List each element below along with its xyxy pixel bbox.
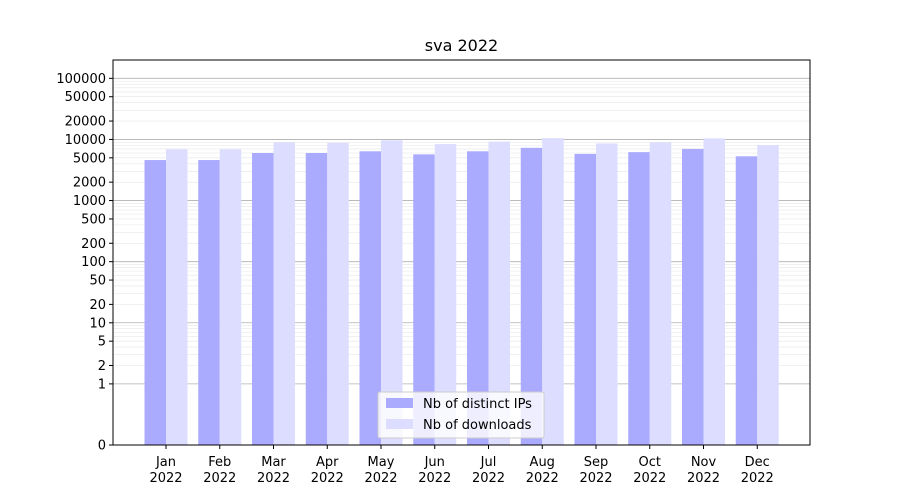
x-tick-label-year: 2022 — [149, 471, 182, 486]
legend-label-downloads: Nb of downloads — [423, 418, 532, 433]
chart-title: sva 2022 — [425, 36, 498, 55]
y-tick-label: 50 — [89, 274, 106, 289]
bar-distinct-ips-feb — [198, 160, 220, 445]
bar-downloads-aug — [542, 138, 564, 445]
x-tick-label-month: Aug — [530, 455, 555, 470]
x-tick-label-year: 2022 — [633, 471, 666, 486]
y-tick-label: 100000 — [56, 72, 106, 87]
x-tick-label-month: Feb — [208, 455, 231, 470]
y-tick-label: 1 — [98, 377, 106, 392]
x-tick-label-year: 2022 — [311, 471, 344, 486]
y-tick-label: 1000 — [73, 194, 106, 209]
bar-downloads-dec — [757, 145, 779, 445]
legend-box — [377, 391, 545, 439]
bar-downloads-feb — [219, 149, 242, 446]
y-tick-label: 10000 — [65, 133, 106, 148]
legend-label-distinct-ips: Nb of distinct IPs — [423, 397, 532, 412]
bar-downloads-nov — [703, 138, 725, 446]
x-tick-label-year: 2022 — [257, 471, 290, 486]
x-tick-label-year: 2022 — [472, 471, 505, 486]
plot-frame — [112, 59, 811, 446]
y-tick-label: 5000 — [73, 151, 106, 166]
y-tick-label: 20 — [89, 298, 106, 313]
bar-distinct-ips-nov — [682, 148, 704, 445]
bars — [144, 138, 779, 446]
bar-distinct-ips-may — [359, 151, 381, 445]
x-tick-label-month: Oct — [639, 455, 661, 470]
legend-swatch-downloads — [386, 419, 413, 429]
bar-downloads-jan — [166, 149, 188, 446]
bar-downloads-sep — [596, 143, 618, 445]
x-tick-label-month: Jun — [424, 455, 445, 470]
bar-distinct-ips-jul — [467, 151, 489, 445]
y-tick-label: 500 — [81, 212, 106, 227]
y-tick-label: 50000 — [65, 90, 106, 105]
bar-downloads-may — [381, 140, 403, 445]
x-tick-label-year: 2022 — [203, 471, 236, 486]
x-axis: Jan2022Feb2022Mar2022Apr2022May2022Jun20… — [149, 445, 774, 486]
y-axis: 0 1 2 5 10 20 50 100 200 500 1000 2000 5000 10000 2000… — [56, 72, 113, 454]
x-tick-label-month: Apr — [316, 455, 339, 470]
bar-distinct-ips-sep — [574, 153, 596, 446]
legend: Nb of distinct IPs Nb of downloads — [377, 391, 545, 439]
bar-downloads-mar — [273, 142, 295, 445]
bar-downloads-oct — [649, 142, 672, 445]
y-tick-label: 0 — [98, 439, 106, 454]
x-tick-label-year: 2022 — [526, 471, 559, 486]
bar-distinct-ips-oct — [628, 152, 650, 445]
y-tick-label: 10 — [89, 316, 106, 331]
bar-distinct-ips-jan — [144, 160, 166, 445]
bar-distinct-ips-mar — [252, 153, 274, 445]
x-tick-label-month: Jul — [480, 455, 497, 470]
x-tick-label-month: Sep — [584, 455, 609, 470]
bar-downloads-apr — [327, 142, 349, 446]
x-tick-label-month: Dec — [745, 455, 770, 470]
x-tick-label-month: Nov — [691, 455, 717, 470]
x-tick-label-year: 2022 — [687, 471, 720, 486]
x-tick-label-year: 2022 — [579, 471, 612, 486]
bar-distinct-ips-dec — [735, 156, 758, 445]
y-tick-label: 2 — [98, 359, 106, 374]
x-tick-label-year: 2022 — [741, 471, 774, 486]
legend-swatch-distinct-ips — [386, 398, 413, 408]
bar-downloads-jul — [488, 141, 510, 445]
bar-downloads-jun — [434, 144, 457, 445]
y-tick-label: 200 — [81, 237, 106, 252]
x-tick-label-year: 2022 — [418, 471, 451, 486]
x-tick-label-month: May — [368, 455, 395, 470]
bar-distinct-ips-apr — [305, 153, 328, 445]
y-tick-label: 20000 — [65, 115, 106, 130]
bar-distinct-ips-aug — [520, 147, 543, 445]
y-tick-label: 2000 — [73, 176, 106, 191]
x-tick-label-year: 2022 — [364, 471, 397, 486]
y-tick-label: 5 — [98, 335, 106, 350]
bar-distinct-ips-jun — [413, 154, 435, 445]
x-tick-label-month: Jan — [155, 455, 176, 470]
x-tick-label-month: Mar — [261, 455, 286, 470]
y-tick-label: 100 — [81, 255, 106, 270]
